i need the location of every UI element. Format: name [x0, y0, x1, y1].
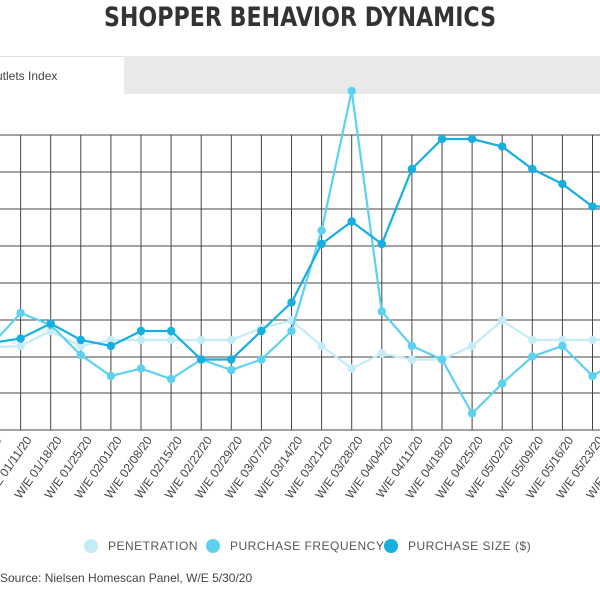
data-point	[407, 164, 417, 174]
data-point	[498, 316, 507, 325]
data-point	[558, 179, 567, 189]
series-line	[0, 137, 600, 361]
data-point	[377, 349, 386, 358]
data-point	[437, 134, 447, 144]
data-point	[16, 341, 25, 351]
data-point	[287, 326, 296, 336]
data-point	[558, 335, 567, 345]
data-point	[227, 355, 236, 364]
data-point	[347, 86, 356, 96]
data-point	[76, 335, 86, 345]
legend-label-penetration: PENETRATION	[108, 539, 198, 553]
grid	[0, 134, 600, 431]
data-point	[257, 326, 266, 336]
data-point	[317, 239, 326, 249]
data-point	[377, 239, 386, 249]
data-point	[136, 335, 146, 345]
data-point	[166, 374, 176, 384]
data-point	[136, 326, 146, 336]
data-point	[498, 142, 507, 151]
data-point	[317, 226, 326, 235]
data-point	[166, 326, 176, 336]
x-axis-ticks: W/E 01/04/20W/E 01/11/20W/E 01/18/20W/E …	[0, 433, 600, 501]
series-penetration	[0, 316, 600, 373]
data-point	[166, 335, 176, 345]
series-purchase-frequency	[0, 86, 600, 418]
data-point	[257, 355, 266, 364]
data-point	[76, 350, 86, 360]
data-point	[467, 341, 477, 351]
data-point	[106, 335, 116, 345]
data-point	[467, 409, 477, 418]
data-point	[197, 335, 206, 345]
data-point	[227, 335, 236, 345]
tab-all-outlets-index[interactable]: All Outlets Index	[0, 56, 124, 94]
series-line	[0, 90, 600, 416]
data-point	[317, 341, 326, 351]
data-point	[498, 379, 507, 388]
data-point	[106, 341, 116, 351]
chart-title: SHOPPER BEHAVIOR DYNAMICS	[103, 2, 497, 33]
chart-legend: PENETRATION PURCHASE FREQUENCY PURCHASE …	[0, 536, 600, 556]
data-point	[16, 308, 25, 318]
data-point	[528, 352, 537, 361]
data-point	[347, 364, 356, 373]
data-point	[407, 341, 417, 351]
data-point	[46, 326, 55, 336]
data-point	[197, 355, 206, 364]
series-purchase-size	[0, 134, 600, 364]
legend-item-purchase-size[interactable]: PURCHASE SIZE ($)	[384, 536, 531, 556]
tab-bar: All Outlets Index	[0, 56, 600, 94]
legend-marker-purchase-frequency	[206, 539, 220, 553]
data-point	[588, 335, 597, 345]
data-point	[287, 298, 296, 307]
data-point	[377, 307, 386, 316]
legend-item-purchase-frequency[interactable]: PURCHASE FREQUENCY	[206, 536, 384, 556]
data-point	[588, 202, 597, 211]
data-point	[528, 164, 537, 174]
legend-item-penetration[interactable]: PENETRATION	[84, 536, 198, 556]
data-point	[467, 134, 477, 144]
data-point	[16, 334, 25, 343]
data-point	[528, 335, 537, 345]
legend-marker-purchase-size	[384, 539, 398, 553]
legend-marker-penetration	[84, 539, 98, 553]
data-point	[136, 364, 146, 373]
data-point	[76, 341, 86, 351]
source-footnote: Source: Nielsen Homescan Panel, W/E 5/30…	[0, 571, 253, 585]
data-point	[558, 341, 567, 351]
data-point	[46, 319, 55, 328]
data-point	[437, 355, 447, 364]
data-point	[347, 217, 356, 226]
data-point	[106, 371, 116, 381]
legend-label-purchase-size: PURCHASE SIZE ($)	[408, 539, 532, 553]
legend-label-purchase-frequency: PURCHASE FREQUENCY	[230, 539, 385, 553]
data-point	[407, 355, 417, 364]
data-point	[227, 365, 236, 375]
data-point	[588, 371, 597, 381]
tab-label: All Outlets Index	[0, 69, 58, 83]
